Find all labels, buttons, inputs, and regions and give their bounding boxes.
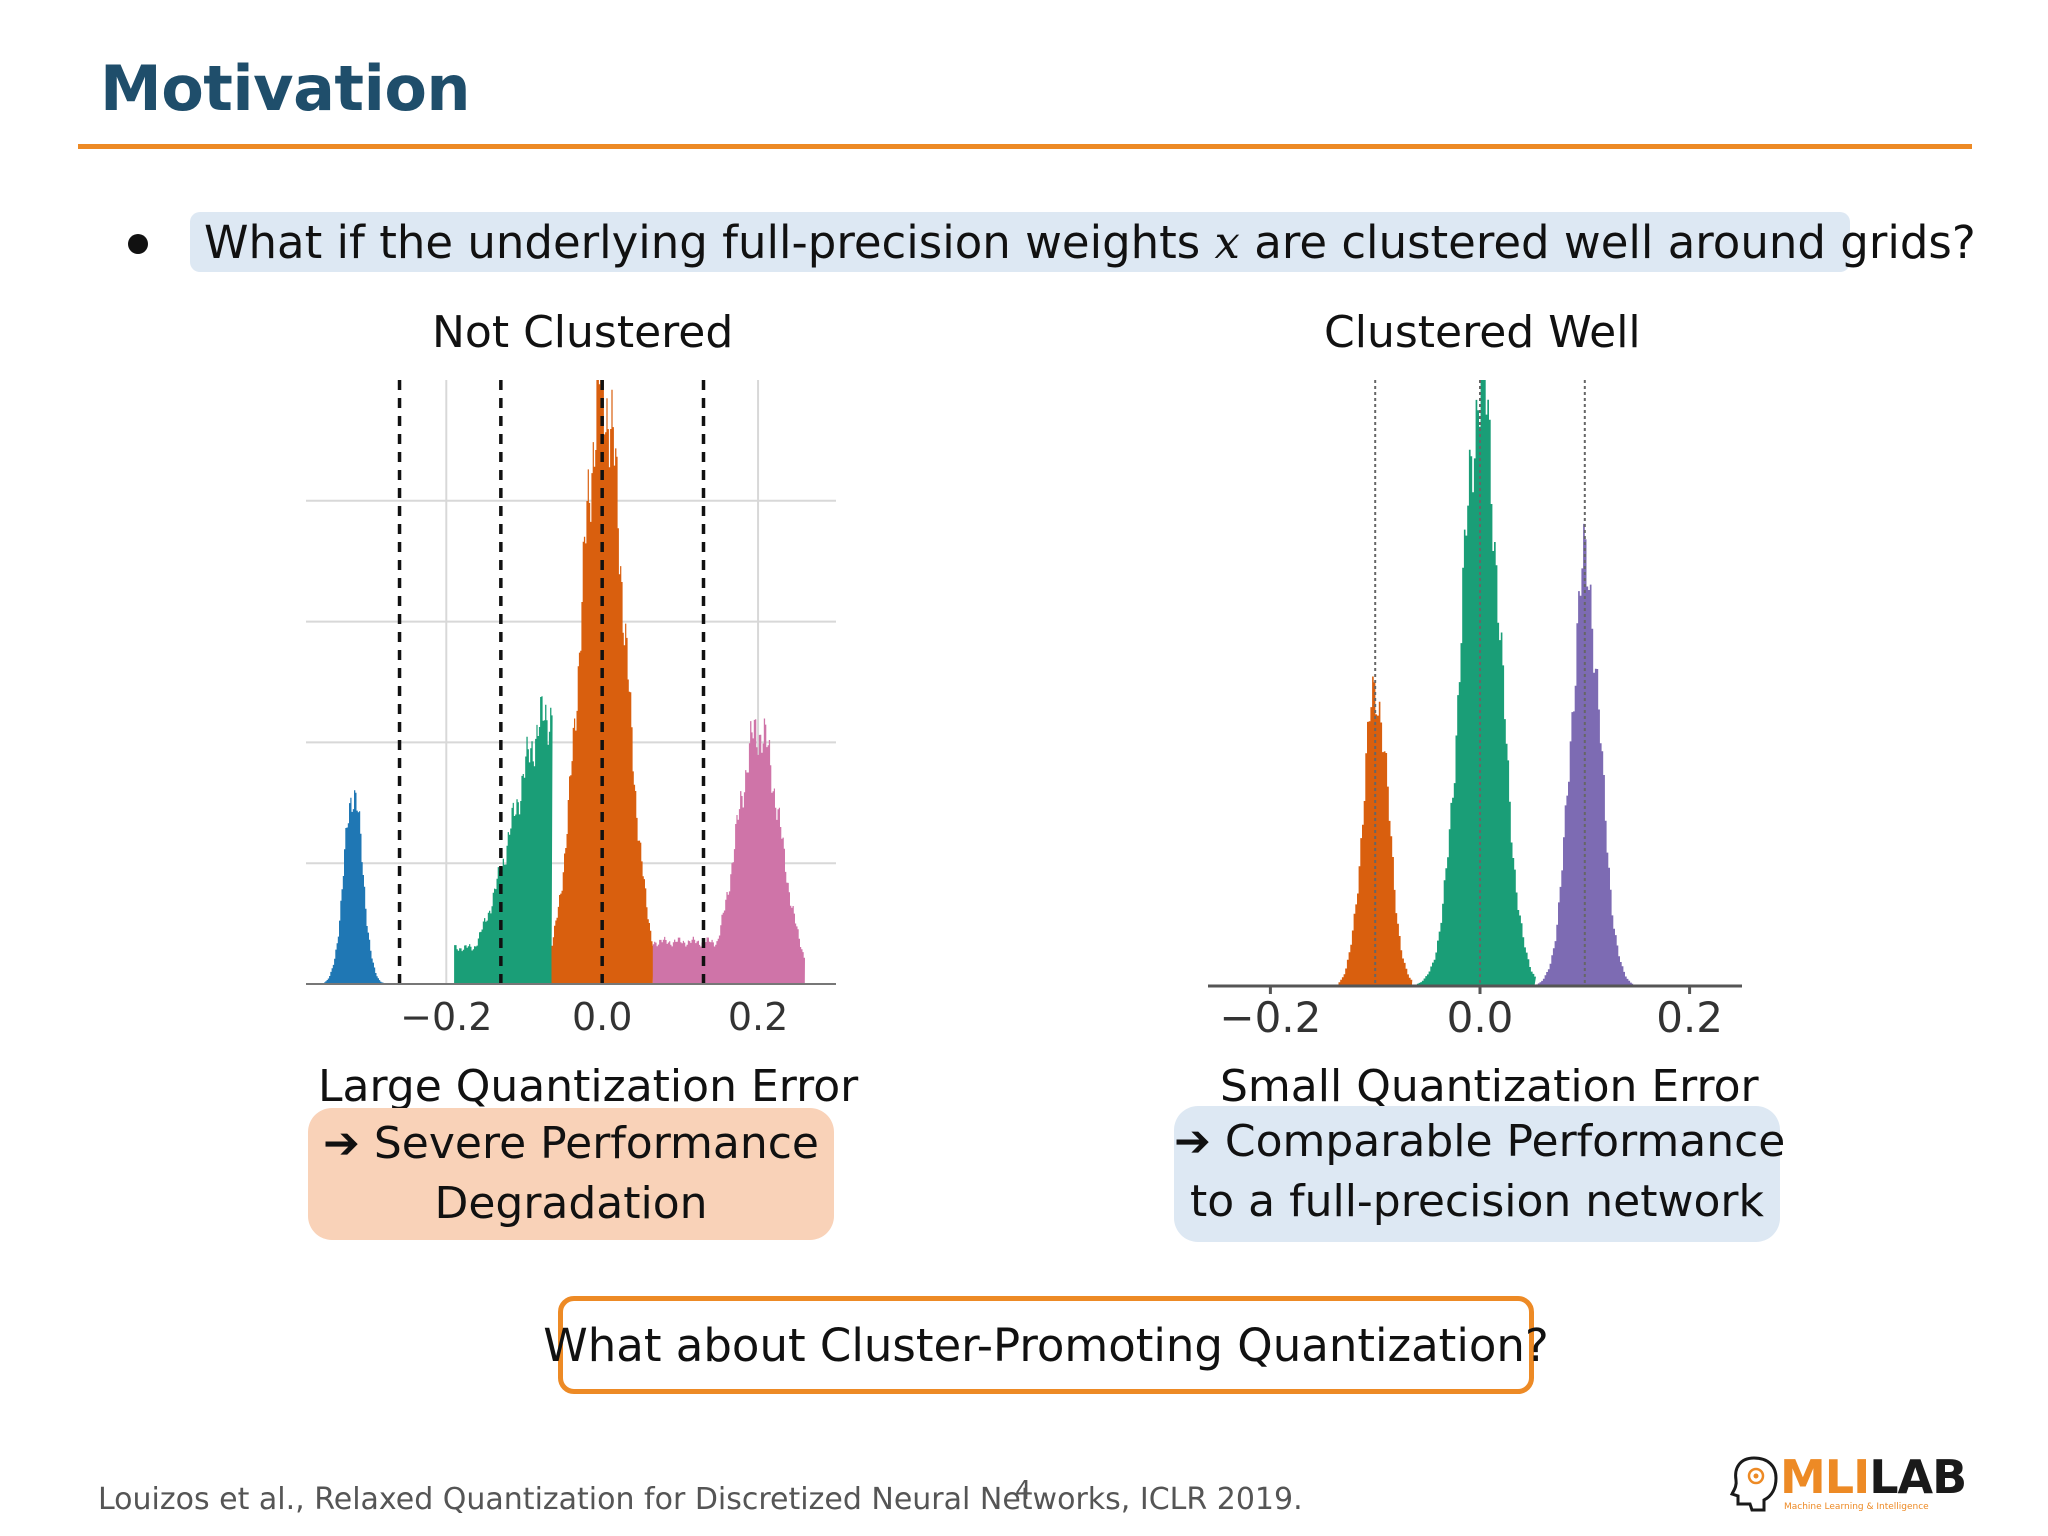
clustered-well-series-1 bbox=[1411, 380, 1536, 986]
x-tick-label-2: 0.2 bbox=[1656, 993, 1723, 1042]
left-caption: Large Quantization Error bbox=[318, 1061, 859, 1112]
left-result-line-1: ➔ Severe Performance bbox=[308, 1114, 834, 1174]
bullet-text-after: are clustered well around grids? bbox=[1239, 216, 1976, 269]
x-tick-label-1: 0.0 bbox=[1447, 993, 1514, 1042]
bullet-variable: x bbox=[1214, 216, 1240, 269]
right-result-line-1: ➔ Comparable Performance bbox=[1174, 1112, 1785, 1172]
chart-clustered-well-svg: −0.2 0.0 0.2 bbox=[1208, 380, 1742, 1042]
not-clustered-series-3 bbox=[652, 718, 805, 984]
head-icon bbox=[1729, 1456, 1778, 1512]
right-result-line-2: to a full-precision network bbox=[1190, 1176, 1764, 1227]
bullet-text-before: What if the underlying full-precision we… bbox=[204, 216, 1215, 269]
chart-not-clustered-svg: −0.2 0.0 0.2 bbox=[306, 380, 836, 1039]
right-arrow-icon: ➔ bbox=[1174, 1116, 1211, 1167]
logo-text-lab: LAB bbox=[1869, 1450, 1967, 1504]
left-result-line-2: Degradation bbox=[434, 1178, 708, 1229]
chart-not-clustered: −0.2 0.0 0.2 bbox=[306, 376, 838, 1039]
chart-clustered-well: −0.2 0.0 0.2 bbox=[1184, 376, 1744, 1042]
x-tick-label-0: −0.2 bbox=[400, 995, 492, 1039]
mlilab-logo: MLILAB Machine Learning & Intelligence bbox=[1728, 1450, 1974, 1518]
x-tick-label-2: 0.2 bbox=[728, 995, 788, 1039]
bullet-highlight bbox=[190, 212, 1850, 272]
footer-reference: Louizos et al., Relaxed Quantization for… bbox=[98, 1482, 1303, 1517]
slide-title: Motivation bbox=[100, 52, 471, 125]
right-arrow-icon: ➔ bbox=[323, 1118, 360, 1169]
logo-subtitle: Machine Learning & Intelligence bbox=[1784, 1502, 1929, 1512]
right-result-line-1-text: Comparable Performance bbox=[1224, 1116, 1786, 1167]
left-result-box: ➔ Severe Performance Degradation bbox=[308, 1108, 834, 1240]
question-box: What about Cluster-Promoting Quantizatio… bbox=[543, 1296, 1549, 1394]
not-clustered-series-0 bbox=[321, 790, 401, 984]
left-result-line-1-text: Severe Performance bbox=[373, 1118, 819, 1169]
left-panel-title: Not Clustered bbox=[432, 307, 734, 358]
page-number: 4 bbox=[1015, 1476, 1032, 1506]
bullet-icon bbox=[128, 234, 148, 254]
right-panel-title: Clustered Well bbox=[1324, 307, 1641, 358]
not-clustered-series-2 bbox=[551, 380, 654, 984]
x-tick-label-0: −0.2 bbox=[1219, 993, 1321, 1042]
right-result-box: ➔ Comparable Performance to a full-precis… bbox=[1174, 1106, 1785, 1242]
title-divider bbox=[78, 144, 1972, 149]
bullet-text: What if the underlying full-precision we… bbox=[204, 216, 1976, 270]
logo-text-ml: MLI bbox=[1780, 1450, 1870, 1504]
x-tick-label-1: 0.0 bbox=[572, 995, 632, 1039]
not-clustered-series-1 bbox=[454, 696, 553, 984]
logo-wordmark: MLILAB bbox=[1780, 1450, 1967, 1504]
right-caption: Small Quantization Error bbox=[1220, 1061, 1759, 1112]
